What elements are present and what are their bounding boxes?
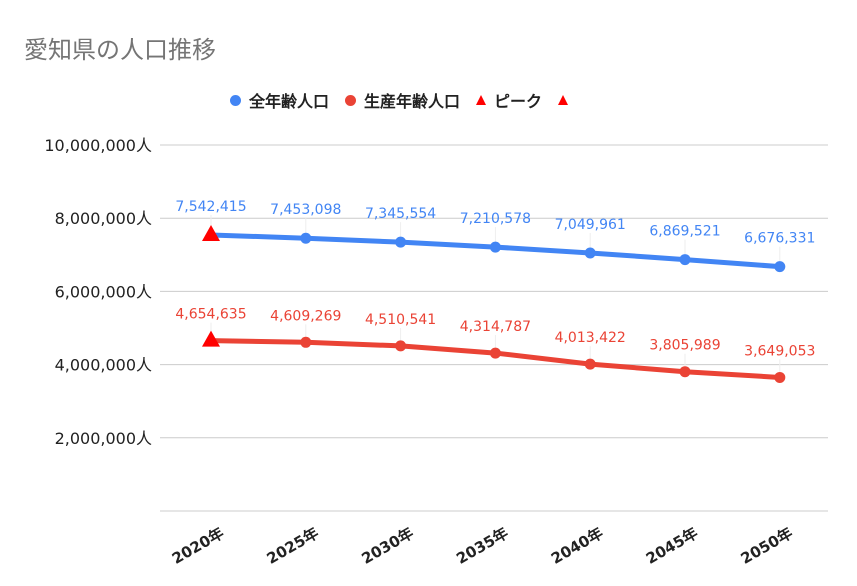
data-label: 4,013,422 [555,330,626,346]
y-tick-label: 8,000,000人 [55,209,152,228]
x-tick-label: 2035年 [453,524,511,568]
data-point [489,347,501,359]
triangle-icon [476,95,487,105]
x-tick-label: 2045年 [643,524,701,568]
legend: 全年齢人口 生産年齢人口 ピーク [230,88,592,112]
data-point [489,241,501,253]
y-tick-label: 2,000,000人 [55,429,152,448]
y-tick-label: 10,000,000人 [44,136,152,155]
data-point [774,371,786,383]
data-point [395,236,407,248]
data-label: 6,676,331 [744,231,815,247]
data-point [679,366,691,378]
x-tick-label: 2025年 [264,524,322,568]
legend-label: 全年齢人口 [249,92,330,111]
chart-title: 愛知県の人口推移 [24,36,216,64]
peak-marker [202,330,220,347]
peak-marker [202,224,220,241]
legend-item-working[interactable]: 生産年齢人口 [345,88,460,112]
data-point [679,254,691,266]
data-label: 4,609,269 [270,308,341,324]
data-label: 6,869,521 [649,224,720,240]
legend-item-peak[interactable]: ピーク [476,88,542,112]
data-point [395,340,407,352]
data-label: 7,453,098 [270,202,341,218]
data-label: 7,345,554 [365,206,436,222]
data-point [774,261,786,273]
data-point [300,232,312,244]
x-tick-label: 2030年 [358,524,416,568]
data-label: 3,649,053 [744,343,815,359]
circle-icon [345,94,357,106]
x-tick-label: 2020年 [169,524,227,568]
legend-label: ピーク [494,92,543,111]
data-point [584,247,596,259]
legend-item-peak-2[interactable] [558,95,576,105]
y-tick-label: 4,000,000人 [55,356,152,375]
y-tick-label: 6,000,000人 [55,282,152,301]
data-label: 4,654,635 [175,307,246,323]
data-point [300,336,312,348]
data-label: 4,314,787 [460,319,531,335]
legend-item-total[interactable]: 全年齢人口 [230,88,329,112]
data-label: 4,510,541 [365,312,436,328]
legend-label: 生産年齢人口 [364,92,461,111]
data-label: 7,049,961 [555,217,626,233]
data-label: 7,542,415 [175,199,246,215]
circle-icon [230,94,241,106]
x-tick-label: 2050年 [738,524,796,568]
data-label: 7,210,578 [460,211,531,227]
data-point [584,358,596,370]
data-label: 3,805,989 [649,338,720,354]
triangle-icon [558,95,569,105]
x-tick-label: 2040年 [548,524,606,568]
